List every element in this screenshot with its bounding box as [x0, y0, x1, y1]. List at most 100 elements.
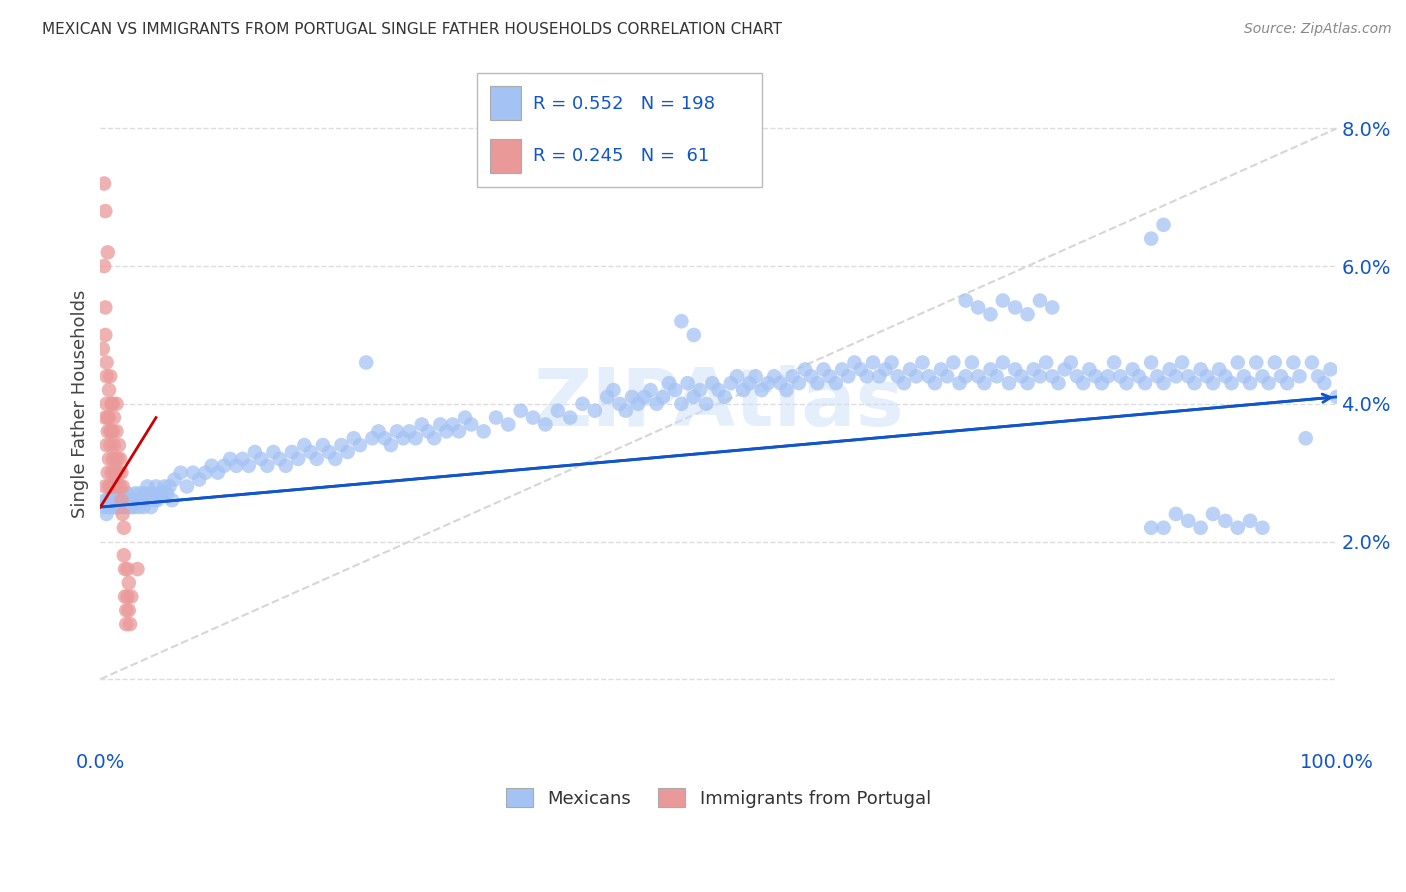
Point [98, 500, 121, 514]
Point [1164, 369, 1187, 384]
Point [1202, 507, 1225, 521]
Point [887, 369, 910, 384]
Point [156, 486, 179, 500]
Point [1275, 376, 1298, 391]
Point [118, 493, 141, 508]
Point [1004, 301, 1026, 315]
Point [682, 390, 704, 404]
Point [101, 425, 124, 439]
Point [146, 493, 169, 508]
FancyBboxPatch shape [489, 139, 520, 173]
Point [602, 383, 624, 397]
Point [429, 417, 451, 432]
Point [94, 479, 117, 493]
Point [176, 479, 198, 493]
Point [163, 473, 186, 487]
Point [1189, 521, 1212, 535]
Point [94, 328, 117, 343]
Point [114, 562, 136, 576]
Point [454, 410, 477, 425]
Point [105, 493, 128, 508]
Point [423, 431, 446, 445]
Point [1251, 521, 1274, 535]
Point [100, 466, 122, 480]
Point [651, 390, 673, 404]
Point [145, 479, 167, 493]
Point [707, 383, 730, 397]
Point [94, 204, 117, 219]
Point [1040, 301, 1063, 315]
Point [1071, 376, 1094, 391]
Point [1010, 369, 1032, 384]
Point [103, 438, 125, 452]
Point [856, 369, 879, 384]
Point [1226, 521, 1249, 535]
Point [676, 376, 699, 391]
Point [782, 369, 804, 384]
Point [472, 425, 495, 439]
Point [153, 479, 176, 493]
Point [1239, 514, 1261, 528]
Point [1171, 355, 1194, 369]
Point [108, 451, 131, 466]
Point [101, 397, 124, 411]
Point [560, 410, 582, 425]
Point [1146, 369, 1168, 384]
Point [534, 417, 557, 432]
Point [1029, 293, 1052, 308]
Point [98, 479, 121, 493]
Point [127, 562, 149, 576]
Point [1128, 369, 1150, 384]
Y-axis label: Single Father Households: Single Father Households [72, 290, 89, 518]
Point [1319, 362, 1341, 376]
Point [112, 500, 135, 514]
Point [1208, 362, 1230, 376]
Point [96, 369, 118, 384]
Point [120, 500, 142, 514]
Point [1060, 355, 1083, 369]
Point [98, 383, 121, 397]
Point [1084, 369, 1107, 384]
Point [354, 355, 377, 369]
Point [128, 500, 150, 514]
Point [547, 403, 569, 417]
Point [139, 493, 162, 508]
Point [1140, 231, 1163, 245]
Point [1195, 369, 1218, 384]
Point [129, 493, 152, 508]
Point [107, 500, 129, 514]
Point [104, 479, 127, 493]
Point [98, 451, 121, 466]
Point [775, 383, 797, 397]
Point [256, 458, 278, 473]
Point [110, 493, 132, 508]
Point [1153, 218, 1175, 232]
Point [94, 493, 117, 508]
Point [942, 355, 965, 369]
Point [1288, 369, 1310, 384]
Point [312, 438, 335, 452]
Point [1153, 376, 1175, 391]
Point [127, 493, 149, 508]
Point [105, 397, 128, 411]
Point [614, 403, 637, 417]
Point [1022, 362, 1045, 376]
Point [738, 376, 761, 391]
Point [98, 369, 121, 384]
Point [1133, 376, 1156, 391]
Point [929, 362, 952, 376]
Point [905, 369, 928, 384]
Point [664, 383, 686, 397]
Point [986, 369, 1008, 384]
Point [269, 451, 291, 466]
Point [103, 466, 125, 480]
Point [105, 425, 128, 439]
Point [225, 458, 247, 473]
Point [1004, 362, 1026, 376]
Point [936, 369, 959, 384]
Point [93, 500, 115, 514]
Point [498, 417, 520, 432]
Point [868, 369, 890, 384]
Text: Source: ZipAtlas.com: Source: ZipAtlas.com [1244, 22, 1392, 37]
Point [101, 451, 124, 466]
